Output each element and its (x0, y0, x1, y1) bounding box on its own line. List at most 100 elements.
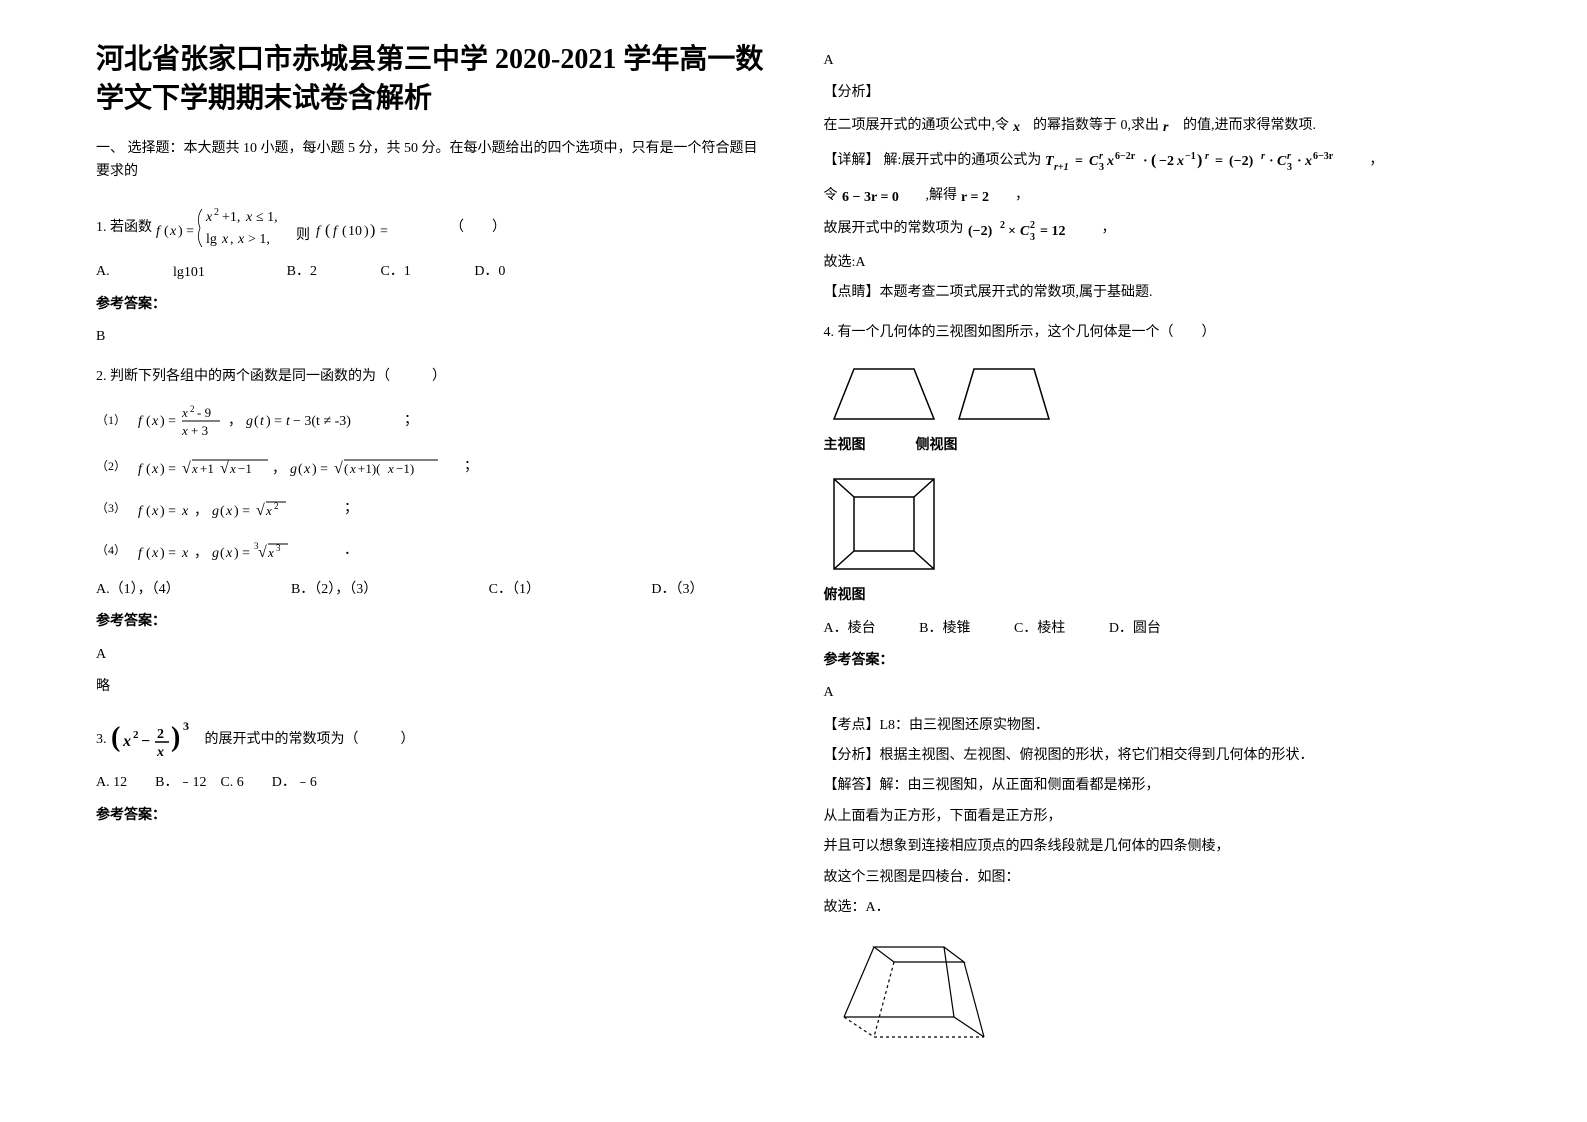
q3-general-term: T r+1 = C 3 r x 6−2r · ( −2 x −1 ) r = ( (1045, 147, 1365, 175)
svg-text:·: · (1143, 154, 1148, 169)
svg-text:x: x (181, 546, 189, 561)
svg-text:- 9: - 9 (197, 405, 211, 420)
svg-text:C: C (1089, 154, 1099, 169)
svg-text:g: g (290, 462, 297, 477)
q4-opt-b: B．棱锥 (919, 618, 970, 640)
q4-jieda-label: 【解答】 (824, 778, 880, 793)
svg-text:f: f (138, 546, 144, 561)
q4-fenxi-label: 【分析】 (824, 748, 880, 763)
svg-text:则: 则 (296, 227, 310, 243)
q3-conclude: 故选:A (824, 252, 1492, 274)
svg-text:x: x (151, 504, 159, 519)
q1-opt-b: B．2 (287, 261, 317, 283)
svg-text:(: ( (342, 224, 347, 239)
q2-sub1-idx: （1） (96, 411, 126, 430)
svg-text:3: 3 (183, 719, 189, 733)
svg-text:(: ( (146, 546, 151, 561)
q1-opt-a-formula: lg101 (173, 262, 223, 282)
svg-text:(−2): (−2) (968, 224, 993, 239)
q4-answer-label: 参考答案： (824, 650, 1492, 672)
q3-analysis-label: 【分析】 (824, 82, 1492, 104)
q2-sub3-formula: f ( x ) = x ， g ( x ) = √ x 2 (138, 495, 338, 523)
q1-opt-c: C．1 (380, 261, 410, 283)
svg-text:C: C (1020, 224, 1030, 239)
svg-text:6−3r: 6−3r (1313, 151, 1334, 162)
q2-opt-b: B．（2），（3） (291, 579, 377, 601)
q3-answer: A (824, 50, 1492, 72)
svg-text:10: 10 (348, 224, 362, 239)
q2-sub3-colon: ； (344, 498, 358, 520)
q3-var-r: r (1163, 118, 1179, 134)
svg-text:) =: ) = (234, 546, 250, 561)
svg-text:−1): −1) (396, 461, 414, 476)
svg-text:(: ( (220, 504, 225, 519)
q4-kaodian: L8：由三视图还原实物图． (880, 718, 1050, 733)
svg-text:f: f (138, 462, 144, 477)
q4-opt-a: A．棱台 (824, 618, 876, 640)
svg-text:r: r (1287, 151, 1291, 162)
q4-front-side-views (824, 359, 1064, 429)
svg-text:x: x (191, 461, 198, 476)
q3-eq1: 6 − 3r = 0 (842, 186, 922, 206)
svg-text:−1: −1 (1185, 151, 1196, 162)
q1-suffix: （ ） (450, 217, 506, 239)
q3-prefix: 3. (96, 729, 107, 751)
q2-text: 2. 判断下列各组中的两个函数是同一函数的为（ ） (96, 366, 764, 388)
svg-text:,: , (230, 232, 234, 247)
svg-text:x: x (349, 461, 356, 476)
q3-eq2: r = 2 (961, 186, 1011, 206)
svg-text:): ) (1197, 152, 1202, 169)
q1-opt-a: A. lg101 (96, 261, 223, 283)
question-1: 1. 若函数 f ( x ) = x 2 +1, x ≤ 1, lg (96, 203, 764, 348)
q3-suffix: 的展开式中的常数项为（ ） (205, 729, 415, 751)
svg-text:t: t (286, 414, 291, 429)
svg-text:x: x (229, 461, 236, 476)
q3-point-text: 本题考查二项式展开式的常数项,属于基础题. (880, 285, 1153, 300)
q4-top-view (824, 469, 944, 579)
svg-text:(: ( (146, 504, 151, 519)
svg-text:3: 3 (1099, 162, 1104, 173)
svg-text:+1)(: +1)( (358, 461, 381, 476)
question-3: 3. ( x 2 − 2 x ) 3 的展开式中的常数项为（ ） (96, 716, 764, 827)
svg-text:6−2r: 6−2r (1115, 151, 1136, 162)
q2-answer: A (96, 644, 764, 666)
svg-text:=: = (1075, 154, 1083, 169)
svg-text:=: = (380, 224, 388, 239)
svg-text:2: 2 (133, 729, 139, 741)
q2-opt-c: C．（1） (489, 579, 540, 601)
svg-text:) =: ) = (160, 546, 176, 561)
q3-analysis-c: 的值,进而求得常数项. (1183, 115, 1316, 137)
q3-const: (−2) 2 × C 3 2 = 12 (968, 218, 1098, 242)
q2-brief: 略 (96, 676, 764, 698)
svg-text:x: x (181, 504, 189, 519)
q3-line2a: 令 (824, 185, 838, 207)
svg-text:f: f (156, 224, 162, 239)
svg-text:(: ( (220, 546, 225, 561)
svg-text:(: ( (1151, 152, 1156, 169)
svg-text:x: x (1304, 154, 1312, 169)
svg-text:(: ( (146, 414, 151, 429)
q4-opt-c: C．棱柱 (1014, 618, 1065, 640)
svg-text:√: √ (182, 460, 191, 477)
svg-text:(: ( (111, 722, 120, 753)
q4-answer: A (824, 682, 1492, 704)
q3-var-x: x (1013, 118, 1029, 134)
q1-formula-piecewise: f ( x ) = x 2 +1, x ≤ 1, lg x , x (156, 203, 446, 253)
svg-text:x: x (1013, 120, 1020, 134)
svg-text:x: x (237, 232, 245, 247)
svg-text:lg101: lg101 (173, 265, 205, 280)
q4-front-label: 主视图 (824, 435, 866, 457)
svg-text:√: √ (258, 544, 267, 561)
svg-text:(: ( (254, 414, 259, 429)
svg-text:− 3(t ≠ -3): − 3(t ≠ -3) (293, 414, 351, 429)
svg-text:x: x (205, 210, 213, 225)
q4-text: 4. 有一个几何体的三视图如图所示，这个几何体是一个（ ） (824, 322, 1492, 344)
svg-text:g: g (246, 414, 253, 429)
svg-text:(: ( (325, 222, 330, 239)
svg-text:x: x (151, 462, 159, 477)
svg-text:6 − 3r = 0: 6 − 3r = 0 (842, 190, 899, 205)
svg-text:> 1,: > 1, (248, 232, 270, 247)
svg-text:x: x (225, 504, 233, 519)
q3-comma1: ， (1369, 150, 1383, 172)
svg-text:−1: −1 (238, 461, 252, 476)
